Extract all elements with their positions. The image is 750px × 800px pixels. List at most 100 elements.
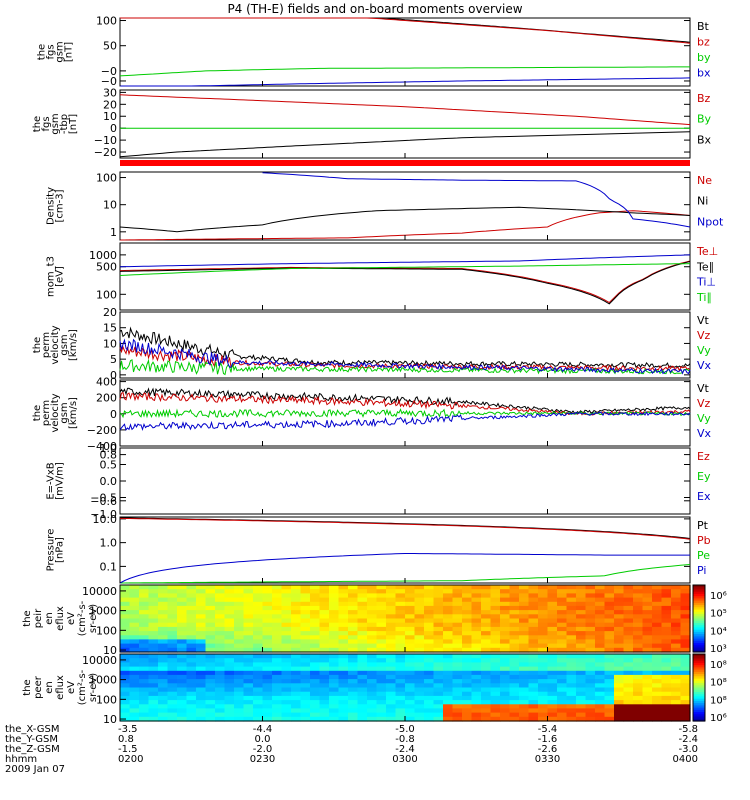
spectrogram-cell <box>129 647 140 653</box>
spectrogram-cell <box>120 610 131 615</box>
spectrogram-cell <box>614 635 625 641</box>
spectrogram-cell <box>376 662 387 668</box>
spectrogram-cell <box>519 658 530 663</box>
legend-entry: Bz <box>697 92 711 105</box>
spectrogram-cell <box>367 639 378 645</box>
spectrogram-cell <box>243 695 254 701</box>
spectrogram-cell <box>272 618 283 624</box>
spectrogram-cell <box>319 601 330 607</box>
spectrogram-cell <box>528 683 539 689</box>
spectrogram-cell <box>661 695 672 701</box>
spectrogram-cell <box>205 670 216 676</box>
spectrogram-cell <box>205 654 216 659</box>
spectrogram-cell <box>234 585 245 590</box>
spectrogram-cell <box>405 679 416 684</box>
spectrogram-cell <box>281 618 292 624</box>
spectrogram-cell <box>433 643 444 649</box>
spectrogram-cell <box>272 658 283 663</box>
spectrogram-cell <box>310 618 321 624</box>
spectrogram-cell <box>576 662 587 668</box>
spectrogram-cell <box>585 631 596 636</box>
spectrogram-cell <box>300 708 311 714</box>
spectrogram-cell <box>490 605 501 611</box>
spectrogram-cell <box>443 716 454 722</box>
spectrogram-cell <box>481 605 492 611</box>
y-axis-label-line: [eV] <box>55 266 66 287</box>
spectrogram-cell <box>405 691 416 697</box>
spectrogram-cell <box>395 704 406 710</box>
spectrogram-cell <box>329 683 340 689</box>
spectrogram-cell <box>329 691 340 697</box>
spectrogram-cell <box>186 631 197 636</box>
spectrogram-cell <box>414 585 425 590</box>
spectrogram-cell <box>120 605 131 611</box>
spectrogram-cell <box>509 639 520 645</box>
series-line-Vx <box>119 338 691 375</box>
spectrogram-cell <box>158 695 169 701</box>
spectrogram-cell <box>595 716 606 722</box>
spectrogram-cell <box>215 614 226 620</box>
spectrogram-cell <box>357 593 368 599</box>
spectrogram-cell <box>348 647 359 653</box>
spectrogram-cell <box>623 666 634 672</box>
spectrogram-cell <box>642 674 653 680</box>
spectrogram-cell <box>481 662 492 668</box>
spectrogram-cell <box>443 695 454 701</box>
spectrogram-cell <box>205 605 216 611</box>
spectrogram-cell <box>196 716 207 722</box>
spectrogram-cell <box>557 691 568 697</box>
spectrogram-cell <box>623 683 634 689</box>
y-tick-label: 1000 <box>89 249 117 262</box>
spectrogram-cell <box>604 708 615 714</box>
spectrogram-cell <box>215 683 226 689</box>
spectrogram-cell <box>196 601 207 607</box>
y-tick-label: 400 <box>96 376 117 389</box>
spectrogram-cell <box>243 708 254 714</box>
series-line-Npot <box>262 172 691 228</box>
spectrogram-cell <box>338 610 349 615</box>
spectrogram-cell <box>205 708 216 714</box>
spectrogram-cell <box>528 618 539 624</box>
spectrogram-cell <box>167 658 178 663</box>
spectrogram-cell <box>262 683 273 689</box>
spectrogram-cell <box>652 658 663 663</box>
spectrogram-cell <box>329 597 340 603</box>
spectrogram-cell <box>614 712 625 718</box>
spectrogram-cell <box>509 622 520 628</box>
spectrogram-cell <box>633 654 644 659</box>
spectrogram-cell <box>177 605 188 611</box>
colorbar-label: 10⁴ <box>710 626 727 637</box>
spectrogram-cell <box>291 631 302 636</box>
spectrogram-cell <box>604 679 615 684</box>
spectrogram-cell <box>633 622 644 628</box>
colorbar-cell <box>693 585 705 588</box>
y-axis-label-line: gsm <box>55 41 66 62</box>
spectrogram-cell <box>120 593 131 599</box>
spectrogram-cell <box>386 593 397 599</box>
spectrogram-cell <box>158 654 169 659</box>
spectrogram-cell <box>386 635 397 641</box>
spectrogram-cell <box>414 700 425 705</box>
spectrogram-cell <box>519 687 530 693</box>
spectrogram-cell <box>433 658 444 663</box>
spectrogram-cell <box>490 654 501 659</box>
spectrogram-cell <box>595 700 606 705</box>
spectrogram-cell <box>196 687 207 693</box>
spectrogram-cell <box>509 712 520 718</box>
spectrogram-cell <box>623 662 634 668</box>
y-tick-label: 0.8 <box>100 449 118 462</box>
spectrogram-cell <box>120 695 131 701</box>
spectrogram-cell <box>281 708 292 714</box>
spectrogram-cell <box>234 700 245 705</box>
spectrogram-cell <box>661 666 672 672</box>
spectrogram-cell <box>139 700 150 705</box>
y-tick-label: 10 <box>103 337 117 350</box>
spectrogram-cell <box>357 666 368 672</box>
spectrogram-cell <box>272 635 283 641</box>
spectrogram-cell <box>443 614 454 620</box>
spectrogram-cell <box>500 658 511 663</box>
spectrogram-cell <box>481 589 492 594</box>
spectrogram-cell <box>595 674 606 680</box>
spectrogram-cell <box>291 618 302 624</box>
spectrogram-cell <box>224 658 235 663</box>
